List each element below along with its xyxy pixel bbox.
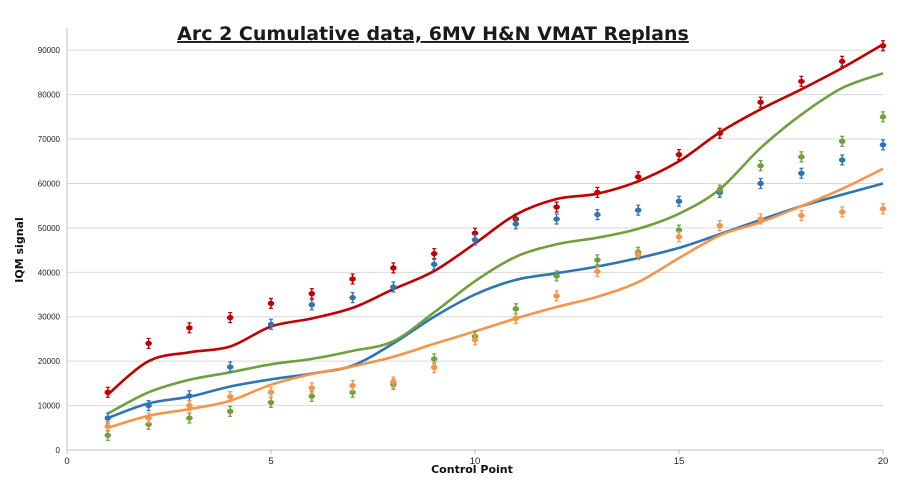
- data-point: [838, 206, 846, 218]
- data-point: [838, 135, 846, 147]
- fit-curve-2: [107, 182, 884, 420]
- data-point: [186, 322, 193, 334]
- data-point: [390, 281, 397, 293]
- data-point: [757, 96, 764, 108]
- data-point: [226, 405, 234, 417]
- data-point: [308, 288, 316, 300]
- data-point: [430, 248, 438, 260]
- x-tick-label: 5: [268, 456, 273, 467]
- x-tick-label: 15: [674, 456, 685, 467]
- y-tick-label: 60000: [38, 179, 61, 188]
- y-tick-label: 50000: [38, 224, 61, 233]
- data-point: [226, 391, 234, 403]
- data-point: [594, 186, 601, 198]
- data-point: [716, 220, 724, 232]
- data-point: [471, 234, 479, 246]
- data-point: [798, 167, 805, 179]
- data-point: [226, 312, 234, 324]
- data-point: [512, 312, 520, 325]
- data-point: [757, 213, 764, 225]
- data-point: [186, 390, 193, 402]
- data-point: [675, 231, 683, 243]
- data-point: [798, 209, 805, 222]
- y-tick-label: 80000: [38, 91, 61, 100]
- data-point: [553, 213, 560, 225]
- data-point: [267, 297, 275, 310]
- data-point: [798, 75, 805, 87]
- y-tick-label: 0: [56, 446, 61, 455]
- data-points: [104, 40, 887, 441]
- data-point: [186, 399, 193, 412]
- data-point: [879, 139, 887, 151]
- data-point: [553, 201, 560, 213]
- data-point: [716, 127, 724, 139]
- data-point: [308, 299, 316, 311]
- data-point: [390, 262, 397, 274]
- y-axis-ticks: 0 10000 20000 30000 40000 50000 60000 70000 8000…: [38, 46, 61, 455]
- data-point: [757, 177, 764, 190]
- data-point: [430, 258, 438, 270]
- y-tick-label: 20000: [38, 357, 61, 366]
- y-axis-label: IQM signal: [13, 217, 26, 282]
- fit-curve-4: [107, 167, 884, 430]
- y-tick-label: 40000: [38, 268, 61, 277]
- data-point: [553, 290, 560, 302]
- fit-curve-1: [106, 43, 884, 396]
- y-tick-label: 10000: [38, 402, 61, 411]
- data-point: [349, 273, 356, 285]
- data-point: [594, 208, 601, 221]
- y-tick-label: 70000: [38, 135, 61, 144]
- data-point: [226, 361, 234, 373]
- x-axis-label: Control Point: [431, 463, 513, 476]
- data-point: [267, 318, 275, 330]
- data-point: [104, 386, 112, 398]
- x-tick-label: 10: [470, 456, 481, 467]
- data-point: [798, 151, 805, 163]
- data-point: [879, 111, 887, 123]
- chart-title: Arc 2 Cumulative data, 6MV H&N VMAT Repl…: [177, 23, 689, 45]
- data-point: [512, 303, 520, 315]
- x-axis-ticks: 0 5 10 15 20: [64, 450, 888, 467]
- data-point: [594, 254, 601, 266]
- data-point: [390, 376, 397, 388]
- x-tick-label: 0: [64, 456, 69, 467]
- data-point: [349, 379, 356, 392]
- fit-curves: [106, 43, 884, 430]
- data-point: [349, 292, 356, 304]
- data-point: [675, 149, 683, 161]
- y-tick-label: 30000: [38, 313, 61, 322]
- data-point: [145, 399, 152, 412]
- data-point: [838, 55, 846, 67]
- data-point: [757, 160, 764, 172]
- data-point: [512, 218, 520, 230]
- data-point: [104, 420, 112, 433]
- data-point: [553, 270, 560, 282]
- data-point: [634, 204, 642, 216]
- data-point: [594, 265, 601, 278]
- data-point: [145, 412, 152, 424]
- fit-curve-3: [107, 72, 884, 415]
- data-point: [186, 412, 193, 424]
- data-point: [675, 195, 683, 207]
- data-point: [308, 382, 316, 394]
- x-tick-label: 20: [878, 456, 889, 467]
- data-point: [634, 171, 642, 183]
- data-point: [879, 40, 887, 52]
- data-point: [471, 334, 479, 346]
- data-point: [879, 203, 887, 215]
- data-point: [716, 184, 724, 196]
- data-point: [430, 361, 438, 373]
- data-point: [145, 337, 152, 349]
- y-tick-label: 90000: [38, 46, 61, 55]
- data-point: [634, 248, 642, 261]
- data-point: [267, 386, 275, 398]
- data-point: [838, 154, 846, 166]
